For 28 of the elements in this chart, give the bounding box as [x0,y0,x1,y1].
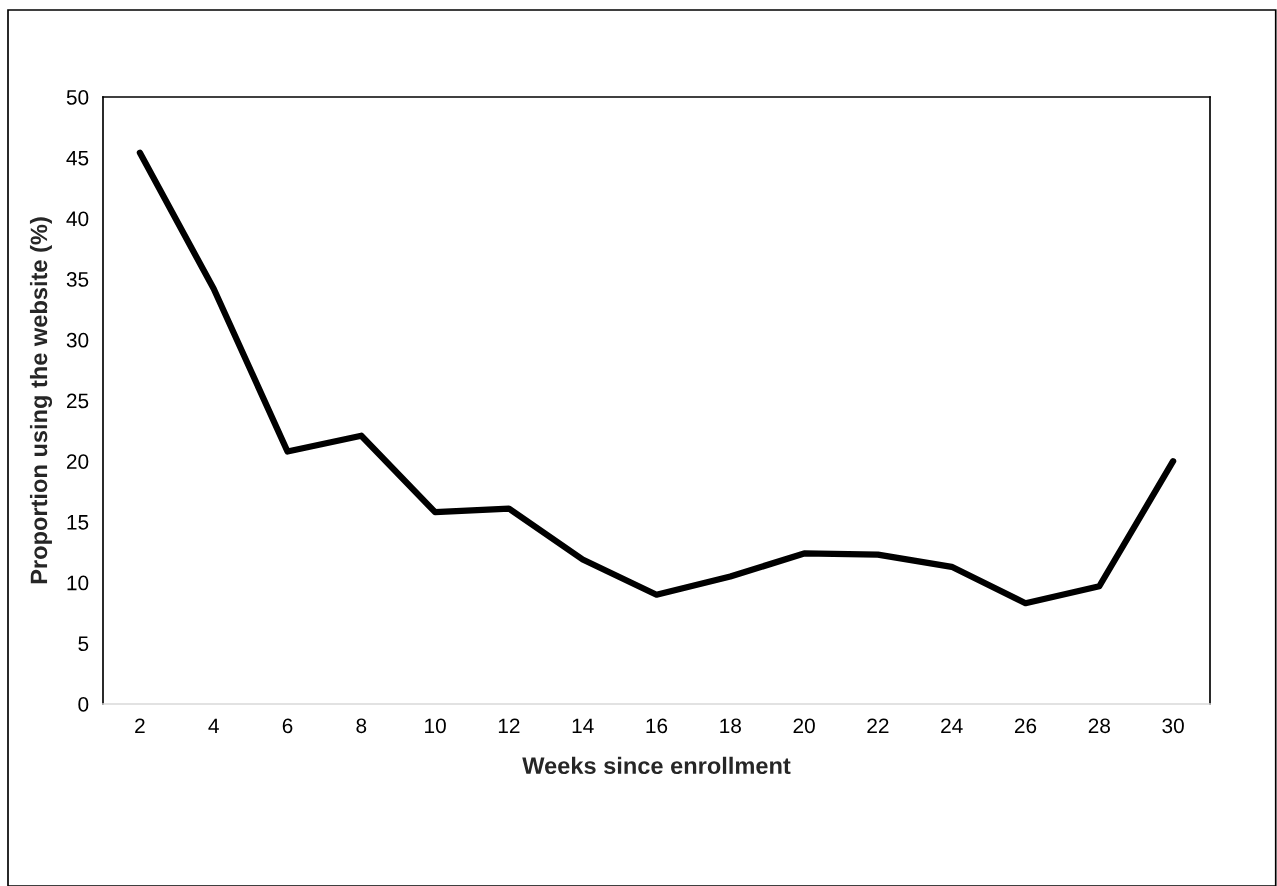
y-tick-label: 30 [66,332,89,348]
y-tick-label: 15 [67,515,89,530]
y-tick-label: 50 [66,90,89,105]
x-tick-label: 8 [356,718,367,734]
y-tick-label: 0 [78,697,89,712]
x-tick-label: 10 [425,718,446,734]
y-tick-label: 35 [66,272,89,287]
x-tick-label: 22 [867,718,889,733]
y-axis-title: Proportion using the website (%) [29,217,53,584]
x-tick-label: 4 [208,718,219,733]
x-axis-title: Weeks since enrollment [522,756,791,775]
x-tick-label: 12 [498,718,520,733]
y-tick-label: 10 [67,575,89,591]
y-tick-label: 5 [78,636,89,652]
x-tick-label: 24 [941,718,963,733]
x-tick-label: 14 [572,718,594,733]
x-tick-label: 2 [135,718,145,733]
x-tick-label: 26 [1014,718,1037,734]
x-tick-label: 30 [1162,718,1184,734]
x-tick-label: 28 [1088,718,1110,734]
x-tick-label: 16 [646,718,668,734]
x-tick-label: 6 [282,718,293,734]
y-tick-label: 25 [66,393,89,409]
x-tick-label: 20 [793,718,815,734]
y-tick-label: 20 [66,454,89,469]
y-tick-label: 40 [66,211,89,227]
x-tick-label: 18 [720,718,741,734]
y-tick-label: 45 [66,150,89,166]
